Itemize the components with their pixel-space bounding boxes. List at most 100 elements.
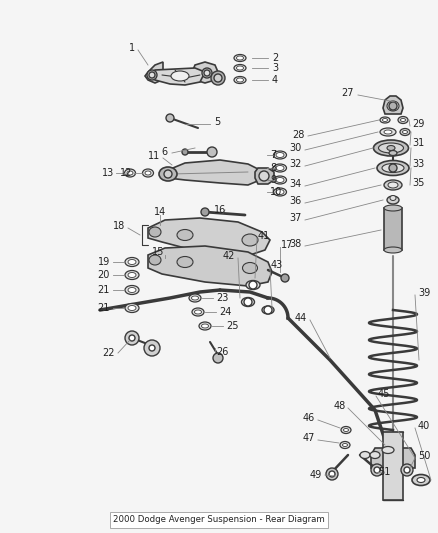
Ellipse shape	[341, 426, 351, 433]
Circle shape	[144, 340, 160, 356]
Ellipse shape	[384, 247, 402, 253]
Ellipse shape	[234, 64, 246, 71]
Ellipse shape	[360, 451, 370, 458]
Circle shape	[264, 306, 272, 314]
Ellipse shape	[128, 260, 136, 264]
Text: 30: 30	[290, 143, 302, 153]
Polygon shape	[192, 62, 218, 83]
Circle shape	[281, 274, 289, 282]
Polygon shape	[168, 160, 260, 185]
Text: 10: 10	[270, 187, 282, 197]
Circle shape	[326, 468, 338, 480]
Ellipse shape	[127, 171, 133, 175]
Circle shape	[389, 164, 397, 172]
Circle shape	[182, 149, 188, 155]
Text: 36: 36	[290, 196, 302, 206]
Ellipse shape	[384, 130, 392, 134]
Circle shape	[374, 467, 380, 473]
Ellipse shape	[262, 306, 274, 314]
Text: 1: 1	[129, 43, 135, 53]
Ellipse shape	[243, 262, 258, 273]
Ellipse shape	[384, 180, 402, 190]
Text: 48: 48	[334, 401, 346, 411]
Circle shape	[202, 68, 212, 78]
Ellipse shape	[403, 131, 407, 133]
Ellipse shape	[276, 166, 284, 171]
Text: 20: 20	[98, 270, 110, 280]
Ellipse shape	[125, 303, 139, 312]
Ellipse shape	[242, 234, 258, 246]
Text: 38: 38	[290, 239, 302, 249]
Ellipse shape	[128, 287, 136, 293]
Circle shape	[404, 467, 410, 473]
Ellipse shape	[276, 190, 284, 195]
Text: 34: 34	[290, 179, 302, 189]
Ellipse shape	[201, 324, 208, 328]
Text: 17: 17	[281, 240, 293, 250]
Text: 44: 44	[295, 313, 307, 323]
Text: 22: 22	[102, 348, 115, 358]
Circle shape	[204, 70, 210, 76]
Ellipse shape	[191, 296, 198, 300]
Text: 37: 37	[290, 213, 302, 223]
Ellipse shape	[273, 188, 286, 196]
Ellipse shape	[171, 71, 189, 81]
Ellipse shape	[125, 257, 139, 266]
Ellipse shape	[273, 164, 286, 172]
Ellipse shape	[124, 169, 135, 177]
Ellipse shape	[390, 196, 396, 200]
Ellipse shape	[387, 101, 399, 111]
Ellipse shape	[417, 478, 425, 482]
Text: 31: 31	[412, 138, 424, 148]
Polygon shape	[148, 218, 270, 255]
Ellipse shape	[412, 474, 430, 486]
Ellipse shape	[380, 117, 390, 123]
Polygon shape	[383, 96, 403, 114]
Text: 16: 16	[214, 205, 226, 215]
Ellipse shape	[273, 151, 286, 159]
Ellipse shape	[199, 322, 211, 330]
Polygon shape	[148, 246, 272, 286]
Text: 13: 13	[102, 168, 114, 178]
Ellipse shape	[389, 150, 397, 156]
Text: 11: 11	[148, 151, 160, 161]
Ellipse shape	[343, 443, 347, 447]
Circle shape	[149, 72, 155, 78]
Text: 4: 4	[272, 75, 278, 85]
Polygon shape	[145, 62, 163, 83]
Ellipse shape	[145, 171, 151, 175]
Ellipse shape	[388, 182, 398, 188]
Ellipse shape	[128, 305, 136, 311]
Text: 2000 Dodge Avenger Suspension - Rear Diagram: 2000 Dodge Avenger Suspension - Rear Dia…	[113, 515, 325, 524]
Circle shape	[164, 170, 172, 178]
Ellipse shape	[194, 310, 201, 314]
Ellipse shape	[234, 77, 246, 84]
Ellipse shape	[398, 117, 408, 124]
Ellipse shape	[387, 146, 395, 150]
Text: 2: 2	[272, 53, 278, 63]
Ellipse shape	[125, 271, 139, 279]
Ellipse shape	[189, 294, 201, 302]
Text: 47: 47	[303, 433, 315, 443]
Text: 46: 46	[303, 413, 315, 423]
Text: 50: 50	[418, 451, 431, 461]
Ellipse shape	[177, 230, 193, 240]
Text: 24: 24	[219, 307, 231, 317]
Text: 21: 21	[98, 303, 110, 313]
Ellipse shape	[276, 152, 284, 157]
Ellipse shape	[273, 176, 286, 184]
Ellipse shape	[387, 196, 399, 204]
Text: 12: 12	[120, 168, 132, 178]
Polygon shape	[255, 168, 274, 184]
Circle shape	[401, 464, 413, 476]
Text: 15: 15	[152, 247, 164, 257]
Text: 51: 51	[378, 467, 390, 477]
Circle shape	[207, 147, 217, 157]
Ellipse shape	[237, 66, 244, 70]
Circle shape	[213, 353, 223, 363]
Ellipse shape	[149, 255, 161, 265]
Text: 14: 14	[154, 207, 166, 217]
Text: 26: 26	[216, 347, 228, 357]
Circle shape	[389, 102, 397, 110]
Circle shape	[201, 208, 209, 216]
